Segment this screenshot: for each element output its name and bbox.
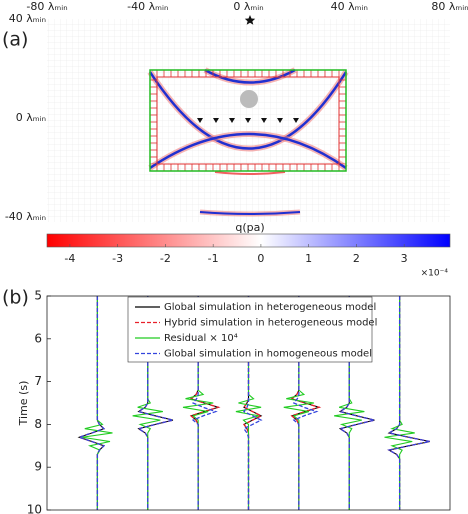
trace <box>77 296 105 510</box>
legend-label: Hybrid simulation in heterogeneous model <box>164 318 377 329</box>
colorbar-title: q(pa) <box>235 221 264 234</box>
colorbar-tick-label: -2 <box>160 252 171 265</box>
legend-box <box>127 296 373 363</box>
legend-label: Global simulation in homogeneous model <box>164 349 372 360</box>
y-tick-label: 7 <box>34 374 42 388</box>
x-tick-label: 0 λₘᵢₙ <box>233 0 263 13</box>
colorbar-tick-label: 2 <box>353 252 360 265</box>
y-tick-label: 10 <box>27 503 42 514</box>
source <box>244 15 256 25</box>
y-tick-label: 5 <box>34 289 42 303</box>
hybrid-box <box>149 69 347 172</box>
x-tick-label: 40 λₘᵢₙ <box>331 0 368 13</box>
colorbar-tick-label: -4 <box>64 252 75 265</box>
y-tick-label: -40 λₘᵢₙ <box>5 210 46 223</box>
panel-label: (b) <box>2 287 29 309</box>
y-tick-label: 40 λₘᵢₙ <box>9 12 46 25</box>
axes-frame <box>46 295 451 511</box>
trace <box>387 296 430 510</box>
trace <box>77 296 106 510</box>
y-tick-label: 6 <box>34 331 42 345</box>
trace <box>387 296 430 510</box>
trace <box>77 296 106 510</box>
trace <box>191 296 218 510</box>
y-axis-label: Time (s) <box>17 381 30 427</box>
colorbar-tick-label: 0 <box>257 252 264 265</box>
colorbar-exponent: ×10⁻⁴ <box>421 269 449 279</box>
trace <box>338 296 375 510</box>
legend-label: Residual × 10⁴ <box>164 333 238 344</box>
receivers <box>197 118 299 123</box>
scatterer <box>240 90 258 108</box>
x-tick-label: -40 λₘᵢₙ <box>127 0 168 13</box>
y-tick-label: 9 <box>34 460 42 474</box>
legend-label: Global simulation in heterogeneous model <box>164 302 376 313</box>
y-tick-label: 0 λₘᵢₙ <box>16 111 46 124</box>
colorbar-tick-label: 3 <box>401 252 408 265</box>
colorbar <box>46 233 451 248</box>
x-tick-label: 80 λₘᵢₙ <box>431 0 468 13</box>
legend: Global simulation in heterogeneous model… <box>127 296 377 363</box>
trace <box>292 296 319 510</box>
trace <box>387 296 430 510</box>
x-tick-label: -80 λₘᵢₙ <box>26 0 67 13</box>
trace <box>243 296 263 510</box>
trace <box>137 296 174 510</box>
y-tick-label: 8 <box>34 417 42 431</box>
colorbar-tick-label: -1 <box>208 252 219 265</box>
colorbar-tick-label: 1 <box>305 252 312 265</box>
colorbar-tick-label: -3 <box>112 252 123 265</box>
panel-label: (a) <box>2 29 28 51</box>
